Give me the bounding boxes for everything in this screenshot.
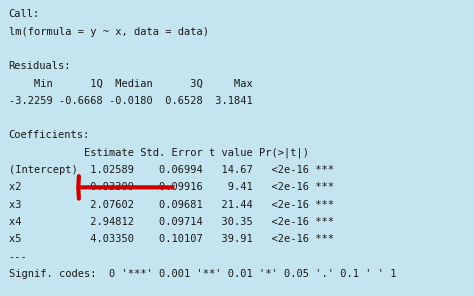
Text: Signif. codes:  0 '***' 0.001 '**' 0.01 '*' 0.05 '.' 0.1 ' ' 1: Signif. codes: 0 '***' 0.001 '**' 0.01 '… — [9, 269, 396, 279]
Text: (Intercept)  1.02589    0.06994   14.67   <2e-16 ***: (Intercept) 1.02589 0.06994 14.67 <2e-16… — [9, 165, 334, 175]
Text: ---: --- — [9, 252, 27, 262]
Text: Residuals:: Residuals: — [9, 61, 71, 71]
Text: Coefficients:: Coefficients: — [9, 131, 90, 140]
Text: x2           0.93309    0.09916    9.41   <2e-16 ***: x2 0.93309 0.09916 9.41 <2e-16 *** — [9, 182, 334, 192]
Text: lm(formula = y ~ x, data = data): lm(formula = y ~ x, data = data) — [9, 27, 209, 36]
Text: Min      1Q  Median      3Q     Max: Min 1Q Median 3Q Max — [9, 78, 252, 89]
Text: Estimate Std. Error t value Pr(>|t|): Estimate Std. Error t value Pr(>|t|) — [9, 147, 309, 158]
Text: x4           2.94812    0.09714   30.35   <2e-16 ***: x4 2.94812 0.09714 30.35 <2e-16 *** — [9, 217, 334, 227]
Text: Call:: Call: — [9, 9, 40, 19]
Text: -3.2259 -0.6668 -0.0180  0.6528  3.1841: -3.2259 -0.6668 -0.0180 0.6528 3.1841 — [9, 96, 252, 106]
Text: x5           4.03350    0.10107   39.91   <2e-16 ***: x5 4.03350 0.10107 39.91 <2e-16 *** — [9, 234, 334, 244]
Text: x3           2.07602    0.09681   21.44   <2e-16 ***: x3 2.07602 0.09681 21.44 <2e-16 *** — [9, 200, 334, 210]
